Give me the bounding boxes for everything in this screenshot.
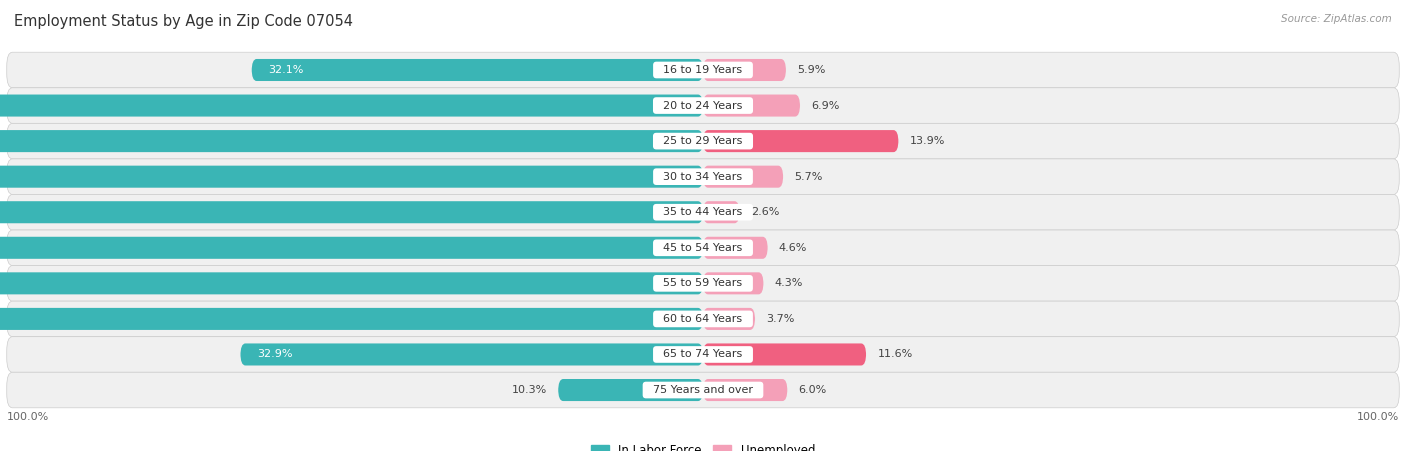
FancyBboxPatch shape [703,95,800,116]
Text: 3.7%: 3.7% [766,314,794,324]
FancyBboxPatch shape [0,95,703,116]
Text: 6.9%: 6.9% [811,101,839,110]
Text: 4.3%: 4.3% [775,278,803,288]
FancyBboxPatch shape [0,201,703,223]
Text: 32.9%: 32.9% [257,350,292,359]
Text: 6.0%: 6.0% [799,385,827,395]
Text: 65 to 74 Years: 65 to 74 Years [657,350,749,359]
FancyBboxPatch shape [703,130,898,152]
FancyBboxPatch shape [703,344,866,365]
Text: 16 to 19 Years: 16 to 19 Years [657,65,749,75]
FancyBboxPatch shape [703,237,768,259]
Text: 13.9%: 13.9% [910,136,945,146]
Text: 100.0%: 100.0% [1357,412,1399,422]
FancyBboxPatch shape [7,372,1399,408]
FancyBboxPatch shape [7,159,1399,194]
FancyBboxPatch shape [558,379,703,401]
FancyBboxPatch shape [703,308,755,330]
FancyBboxPatch shape [7,266,1399,301]
Text: 5.9%: 5.9% [797,65,825,75]
Text: 55 to 59 Years: 55 to 59 Years [657,278,749,288]
Text: 100.0%: 100.0% [7,412,49,422]
Text: 45 to 54 Years: 45 to 54 Years [657,243,749,253]
Legend: In Labor Force, Unemployed: In Labor Force, Unemployed [591,444,815,451]
Text: 5.7%: 5.7% [794,172,823,182]
FancyBboxPatch shape [703,201,740,223]
FancyBboxPatch shape [7,301,1399,337]
FancyBboxPatch shape [7,194,1399,230]
FancyBboxPatch shape [7,123,1399,159]
FancyBboxPatch shape [7,230,1399,266]
Text: 10.3%: 10.3% [512,385,547,395]
Text: 32.1%: 32.1% [269,65,304,75]
FancyBboxPatch shape [0,166,703,188]
Text: 20 to 24 Years: 20 to 24 Years [657,101,749,110]
FancyBboxPatch shape [703,379,787,401]
FancyBboxPatch shape [703,166,783,188]
FancyBboxPatch shape [7,337,1399,372]
FancyBboxPatch shape [0,130,703,152]
FancyBboxPatch shape [0,308,703,330]
Text: 35 to 44 Years: 35 to 44 Years [657,207,749,217]
FancyBboxPatch shape [703,272,763,295]
FancyBboxPatch shape [252,59,703,81]
FancyBboxPatch shape [7,88,1399,123]
Text: 75 Years and over: 75 Years and over [645,385,761,395]
FancyBboxPatch shape [240,344,703,365]
Text: Employment Status by Age in Zip Code 07054: Employment Status by Age in Zip Code 070… [14,14,353,28]
Text: 30 to 34 Years: 30 to 34 Years [657,172,749,182]
FancyBboxPatch shape [7,52,1399,88]
FancyBboxPatch shape [0,237,703,259]
Text: 25 to 29 Years: 25 to 29 Years [657,136,749,146]
Text: 4.6%: 4.6% [779,243,807,253]
Text: 2.6%: 2.6% [751,207,779,217]
Text: 11.6%: 11.6% [877,350,912,359]
FancyBboxPatch shape [703,59,786,81]
FancyBboxPatch shape [0,272,703,295]
Text: 60 to 64 Years: 60 to 64 Years [657,314,749,324]
Text: Source: ZipAtlas.com: Source: ZipAtlas.com [1281,14,1392,23]
